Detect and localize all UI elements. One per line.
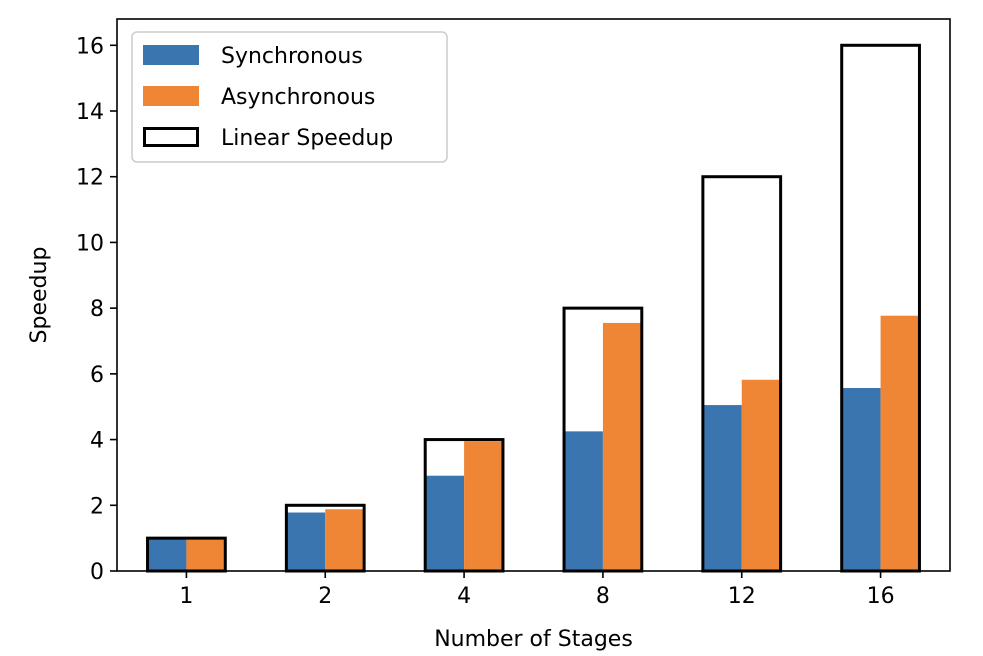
x-tick-label-1: 1 xyxy=(179,584,193,609)
x-tick-label-2: 2 xyxy=(318,584,332,609)
bar-asynchronous-12 xyxy=(741,379,781,571)
bars-layer xyxy=(147,315,920,571)
bar-asynchronous-2 xyxy=(325,509,365,571)
bar-synchronous-4 xyxy=(425,475,465,571)
x-tick-label-4: 4 xyxy=(457,584,471,609)
x-tick-label-12: 12 xyxy=(728,584,756,609)
bar-asynchronous-4 xyxy=(464,441,503,571)
y-tick-label-12: 12 xyxy=(76,166,104,191)
y-tick-label-8: 8 xyxy=(90,297,104,322)
y-axis-label: Speedup xyxy=(27,247,52,344)
legend-swatch-linear-speedup xyxy=(143,127,199,147)
y-tick-label-16: 16 xyxy=(76,34,104,59)
x-axis: 1 2 4 8 12 16 xyxy=(179,571,895,609)
legend-box xyxy=(131,31,448,163)
legend-swatch-asynchronous xyxy=(143,86,199,106)
legend-label-linear-speedup: Linear Speedup xyxy=(221,126,393,151)
plot-frame xyxy=(116,18,951,572)
y-tick-label-4: 4 xyxy=(90,429,104,454)
bar-synchronous-2 xyxy=(286,512,326,571)
y-axis: 0 2 4 6 8 10 12 14 16 xyxy=(76,34,117,585)
y-tick-label-10: 10 xyxy=(76,231,104,256)
x-tick-label-16: 16 xyxy=(867,584,895,609)
y-tick-label-2: 2 xyxy=(90,494,104,519)
legend: Synchronous Asynchronous Linear Speedup xyxy=(131,31,448,163)
y-tick-label-6: 6 xyxy=(90,363,104,388)
legend-label-asynchronous: Asynchronous xyxy=(221,85,375,110)
y-tick-label-0: 0 xyxy=(90,560,104,585)
legend-swatch-synchronous xyxy=(143,45,199,65)
bar-asynchronous-1 xyxy=(186,538,226,571)
x-axis-label: Number of Stages xyxy=(434,627,633,652)
bar-synchronous-1 xyxy=(147,538,187,571)
bar-synchronous-8 xyxy=(564,431,603,571)
x-tick-label-8: 8 xyxy=(596,584,610,609)
bar-asynchronous-16 xyxy=(880,315,920,571)
legend-label-synchronous: Synchronous xyxy=(221,44,363,69)
bar-asynchronous-8 xyxy=(602,322,642,571)
bar-synchronous-12 xyxy=(702,405,742,571)
bar-synchronous-16 xyxy=(841,387,881,571)
y-tick-label-14: 14 xyxy=(76,100,104,125)
